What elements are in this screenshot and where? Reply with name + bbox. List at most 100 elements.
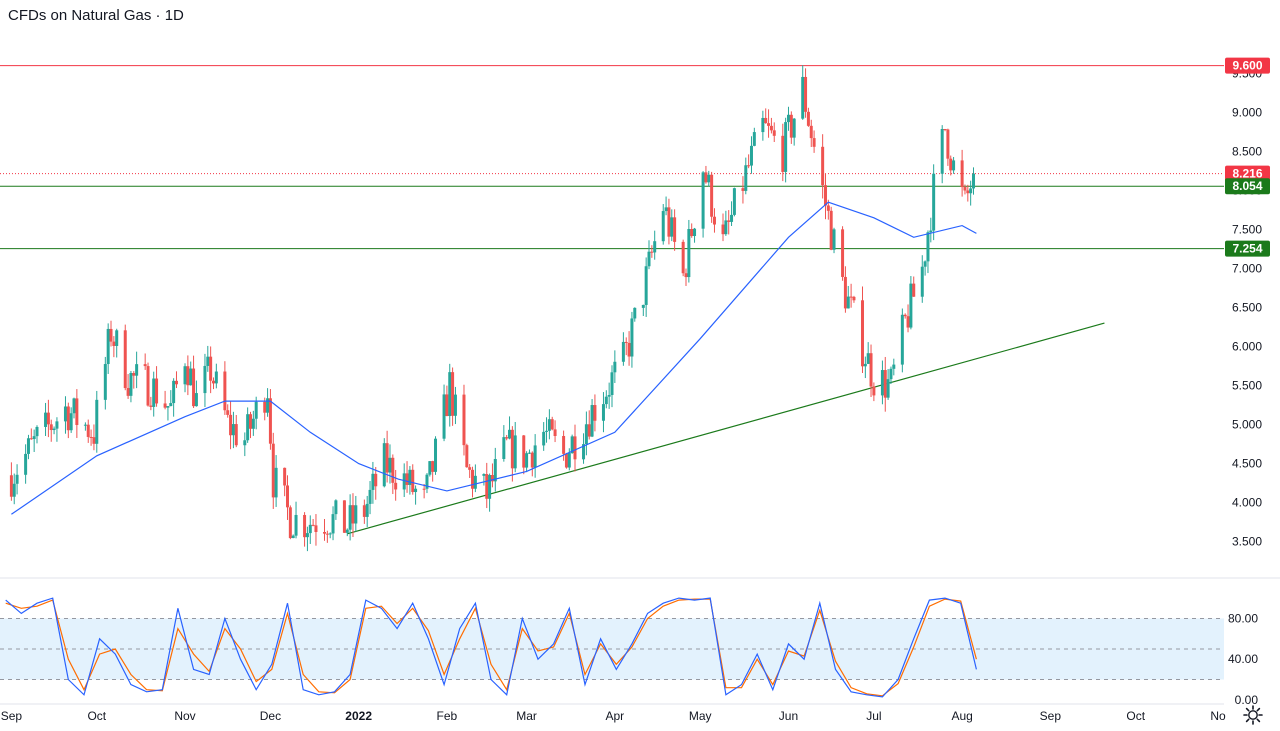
candle-body bbox=[254, 401, 258, 419]
candle-body bbox=[946, 129, 950, 159]
candle-body bbox=[769, 125, 773, 131]
candle-body bbox=[889, 368, 893, 380]
candle-body bbox=[664, 207, 668, 212]
x-tick-label: No bbox=[1210, 709, 1226, 723]
candle-body bbox=[86, 424, 90, 437]
candle-body bbox=[294, 514, 298, 536]
candle-body bbox=[747, 165, 751, 167]
y-tick-label: 9.000 bbox=[1232, 105, 1262, 119]
candle-body bbox=[573, 436, 577, 460]
candle-body bbox=[311, 524, 315, 526]
candle-body bbox=[940, 128, 944, 174]
candle-body bbox=[909, 283, 913, 328]
y-tick-label: 6.000 bbox=[1232, 340, 1262, 354]
candle-body bbox=[522, 435, 526, 468]
candle-body bbox=[263, 401, 267, 413]
candle-body bbox=[462, 394, 466, 446]
candle-body bbox=[46, 412, 50, 425]
candle-body bbox=[24, 453, 28, 475]
candle-body bbox=[468, 467, 472, 470]
candle-body bbox=[653, 241, 657, 253]
candle-body bbox=[106, 328, 110, 365]
stochastic-y-tick-label: 40.00 bbox=[1228, 652, 1258, 666]
moving-average-line bbox=[11, 201, 977, 515]
candle-body bbox=[52, 428, 56, 431]
candle-body bbox=[83, 424, 87, 426]
candle-body bbox=[465, 445, 469, 468]
candle-body bbox=[172, 380, 176, 404]
candle-body bbox=[214, 371, 218, 384]
x-tick-label: May bbox=[689, 709, 712, 723]
candle-body bbox=[969, 188, 973, 194]
candlestick-series bbox=[9, 65, 976, 552]
candle-body bbox=[949, 158, 953, 171]
candle-body bbox=[781, 135, 785, 172]
candle-body bbox=[206, 356, 210, 366]
x-tick-label: Oct bbox=[87, 709, 106, 723]
gear-icon[interactable] bbox=[1242, 704, 1264, 726]
candle-body bbox=[880, 370, 884, 396]
candle-body bbox=[135, 364, 139, 376]
candle-body bbox=[422, 488, 426, 490]
candle-body bbox=[627, 342, 631, 357]
candle-body bbox=[570, 436, 574, 454]
candle-body bbox=[641, 304, 645, 308]
candle-body bbox=[155, 378, 159, 404]
candle-body bbox=[92, 437, 96, 444]
price-badge-label: 8.054 bbox=[1232, 179, 1262, 193]
candle-body bbox=[334, 500, 338, 515]
candle-body bbox=[926, 232, 930, 262]
candle-body bbox=[866, 353, 870, 364]
x-tick-label: Feb bbox=[437, 709, 458, 723]
stochastic-k-line bbox=[5, 597, 977, 698]
candle-body bbox=[408, 469, 412, 485]
candle-body bbox=[72, 398, 76, 414]
candle-body bbox=[15, 474, 19, 484]
candle-body bbox=[741, 188, 745, 191]
candle-body bbox=[411, 469, 415, 493]
candle-body bbox=[508, 429, 512, 439]
candle-body bbox=[693, 228, 697, 237]
candle-body bbox=[26, 438, 30, 454]
candle-body bbox=[510, 429, 514, 469]
candle-body bbox=[527, 452, 531, 454]
candle-body bbox=[545, 430, 549, 432]
candle-body bbox=[567, 453, 571, 468]
candle-body bbox=[650, 251, 654, 253]
candle-body bbox=[243, 440, 247, 446]
candle-body bbox=[892, 364, 896, 369]
candle-body bbox=[786, 114, 790, 123]
candle-body bbox=[305, 533, 309, 538]
x-tick-label: Oct bbox=[1126, 709, 1145, 723]
candle-body bbox=[681, 241, 685, 274]
candle-body bbox=[371, 473, 375, 490]
x-tick-label: Jul bbox=[866, 709, 881, 723]
candle-body bbox=[792, 118, 796, 138]
candle-body bbox=[533, 445, 537, 468]
candle-body bbox=[843, 276, 847, 309]
candle-body bbox=[932, 173, 936, 231]
candle-body bbox=[126, 388, 130, 396]
candle-body bbox=[547, 419, 551, 431]
candle-body bbox=[374, 473, 378, 487]
price-badge-label: 7.254 bbox=[1232, 242, 1262, 256]
candle-body bbox=[542, 431, 546, 446]
candle-body bbox=[485, 474, 489, 499]
candle-body bbox=[764, 117, 768, 124]
candle-body bbox=[471, 469, 475, 489]
candle-body bbox=[920, 266, 924, 297]
candle-body bbox=[451, 372, 455, 416]
candle-body bbox=[63, 406, 67, 422]
candle-body bbox=[900, 314, 904, 365]
candle-body bbox=[388, 457, 392, 473]
candle-body bbox=[192, 368, 196, 407]
candle-body bbox=[291, 535, 295, 539]
candle-body bbox=[670, 217, 674, 237]
candle-body bbox=[912, 283, 916, 297]
candle-body bbox=[112, 341, 116, 346]
candle-body bbox=[601, 404, 605, 421]
candle-body bbox=[348, 505, 352, 530]
candle-body bbox=[365, 503, 369, 517]
candle-body bbox=[445, 394, 449, 417]
candle-body bbox=[75, 398, 79, 425]
